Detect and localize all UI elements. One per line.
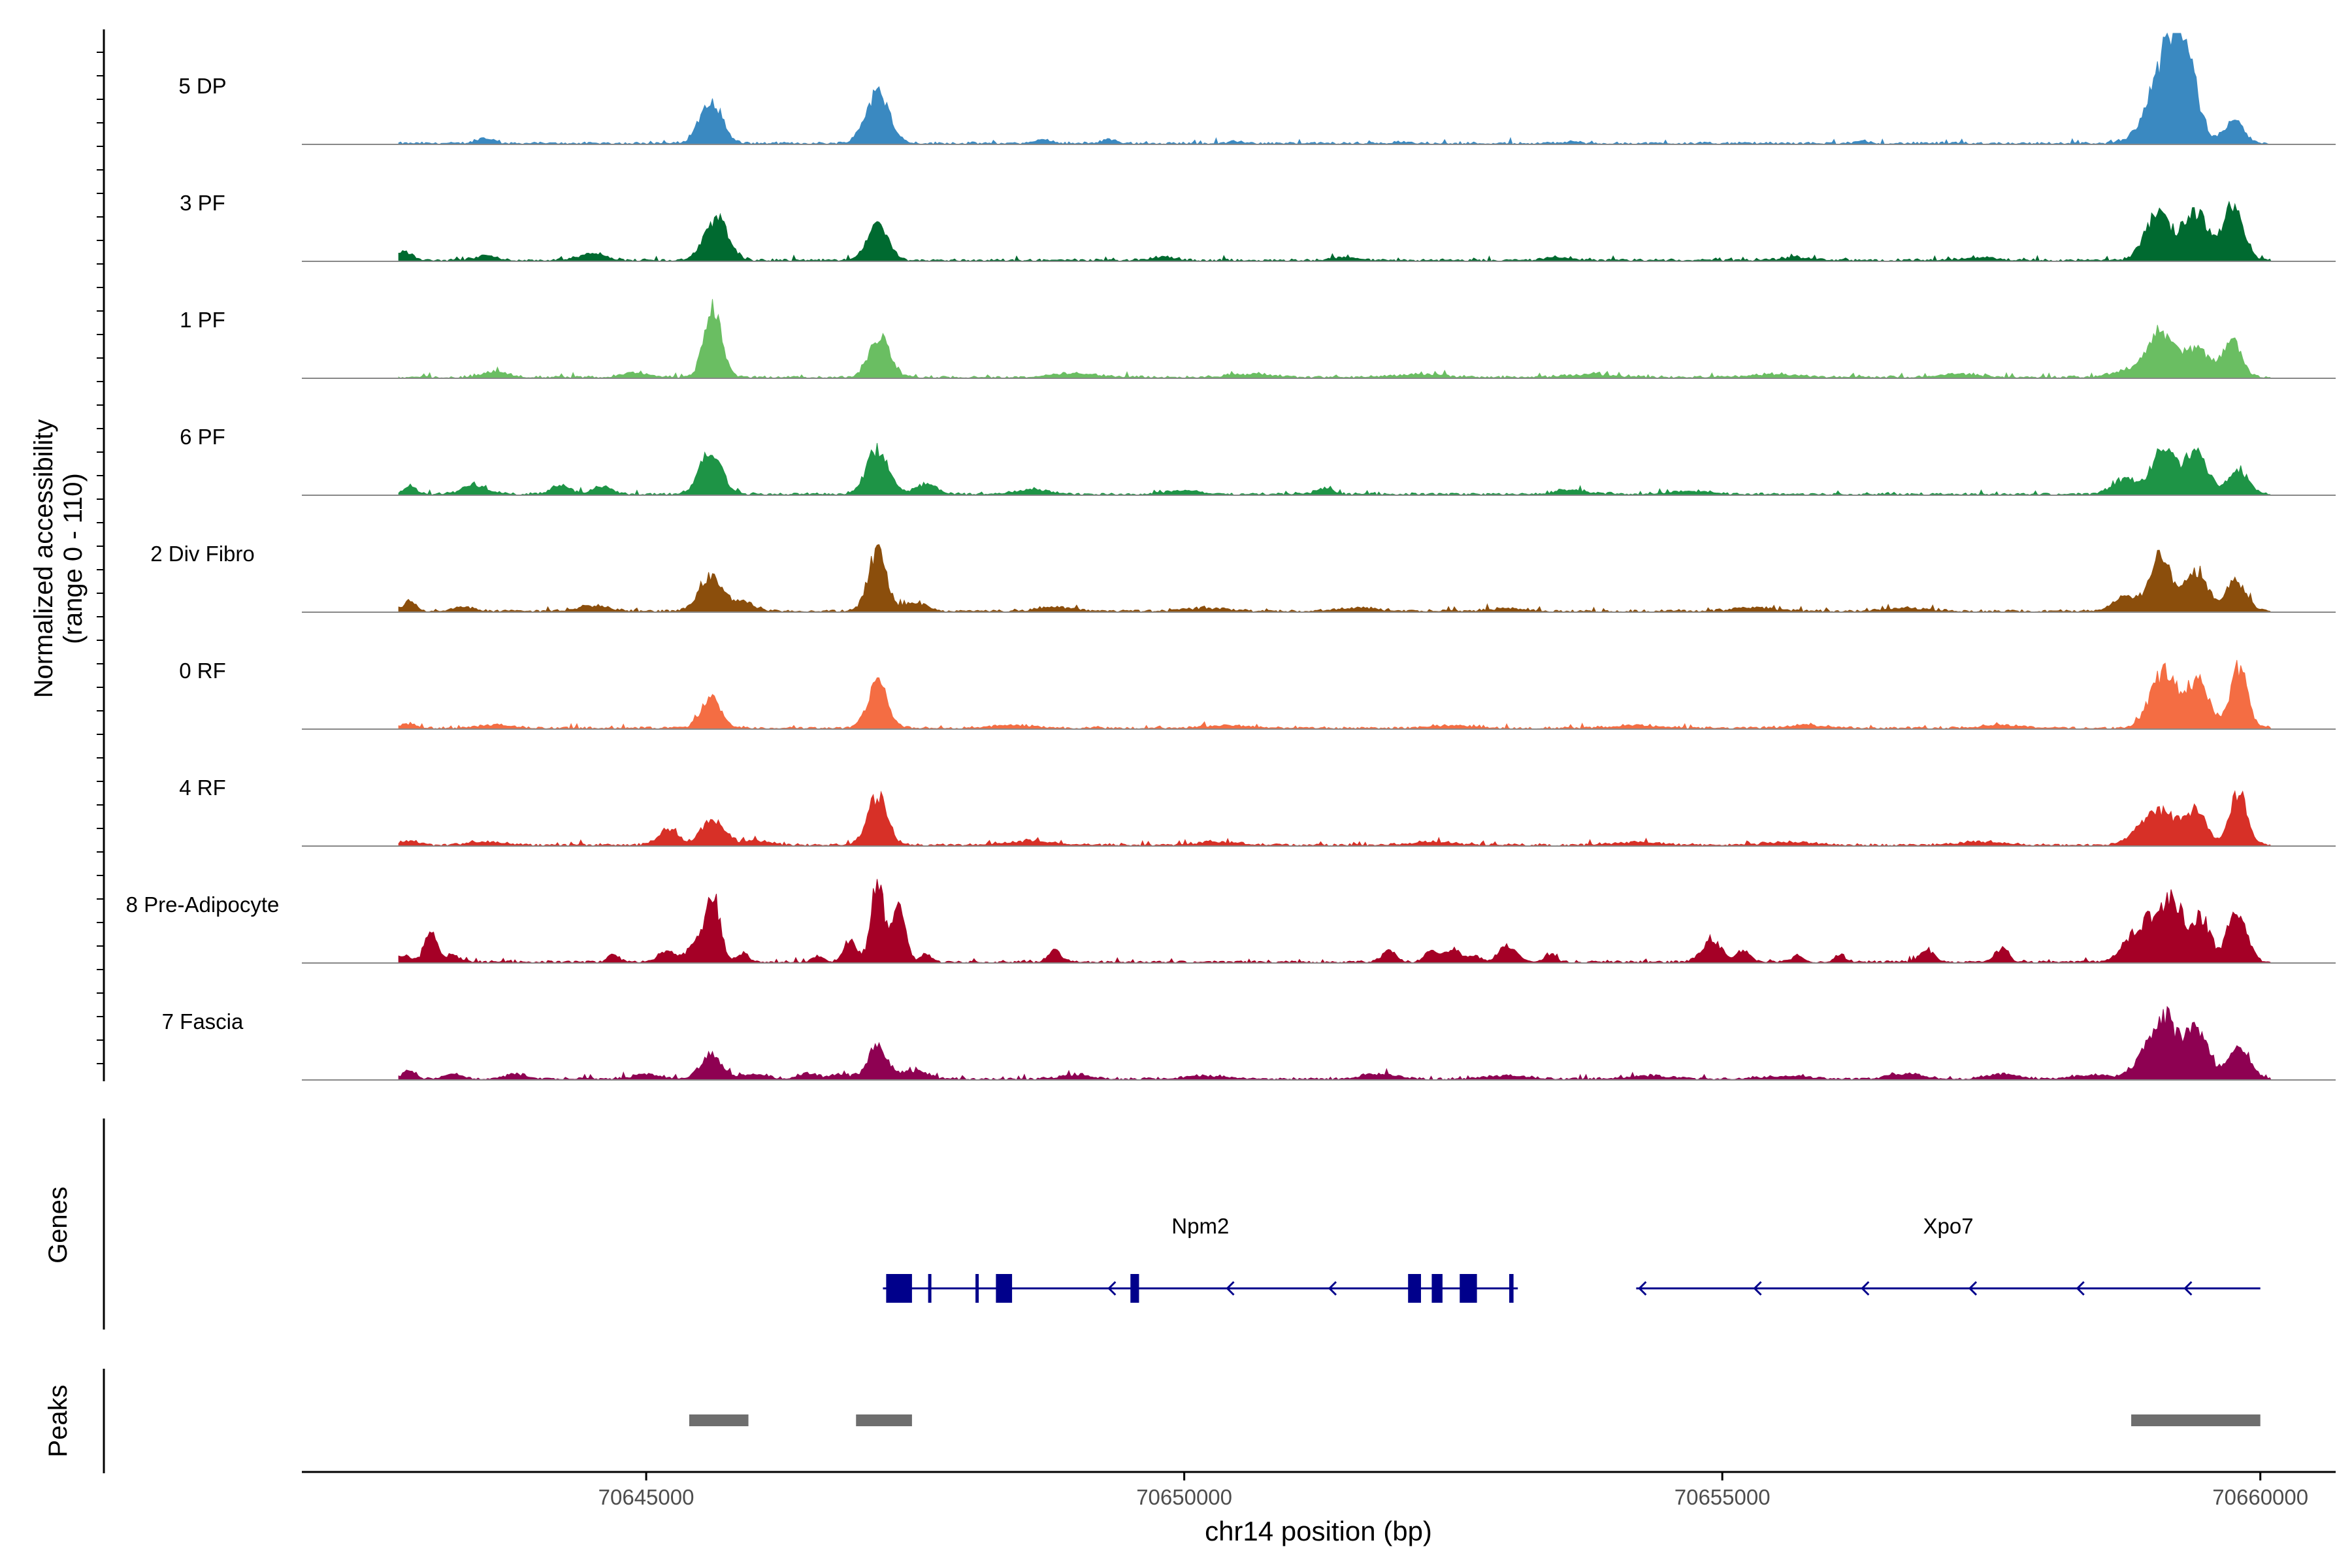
peak-region-1 [689,1414,749,1426]
gene-strand-arrow-xpo7 [1968,1281,1978,1296]
gene-strand-arrow-xpo7 [1861,1281,1870,1296]
track-label-5-dp: 5 DP [178,74,226,98]
peak-region-3 [2131,1414,2261,1426]
coverage-area-1-pf [398,299,2272,379]
track-labels-group: 5 DP 3 PF 1 PF 6 PF 2 Div Fibro 0 RF 4 RF 8 Pre… [126,74,280,1034]
gene-name-xpo7: Xpo7 [1923,1214,1974,1238]
peaks-panel-label: Peaks [44,1384,73,1457]
coverage-area-6-pf [398,443,2272,496]
gene-exon-npm2 [1130,1274,1139,1303]
gene-strand-arrow-xpo7 [2076,1281,2085,1296]
genes-group: Npm2 Xpo7 [883,1214,2261,1303]
gene-exon-npm2 [975,1274,979,1303]
gene-exon-npm2 [886,1274,912,1303]
x-axis-label: chr14 position (bp) [1205,1516,1432,1546]
x-axis-ticks: 70645000 70650000 70655000 70660000 [598,1472,2308,1509]
gene-strand-arrow-npm2 [1107,1281,1117,1296]
track-label-1-pf: 1 PF [180,308,225,332]
gene-strand-arrow-xpo7 [2183,1281,2193,1296]
x-axis-tick-label: 70660000 [2212,1485,2308,1509]
coverage-area-4-rf [398,790,2272,847]
coverage-area-3-pf [398,201,2272,262]
gene-exon-npm2 [1431,1274,1443,1303]
gene-exon-npm2 [1460,1274,1477,1303]
y-axis-label-line2: (range 0 - 110) [59,473,88,644]
coverage-y-axis-ticks [97,52,104,1064]
track-label-3-pf: 3 PF [180,191,225,215]
track-label-6-pf: 6 PF [180,425,225,449]
gene-strand-arrow-xpo7 [1638,1281,1647,1296]
track-label-8-pre-adipocyte: 8 Pre-Adipocyte [126,892,280,917]
peaks-group [689,1414,2261,1426]
y-axis-label-line1: Normalized accessibility [29,419,58,698]
x-axis-tick-label: 70645000 [598,1485,694,1509]
track-label-7-fascia: 7 Fascia [162,1009,244,1034]
track-label-2-div-fibro: 2 Div Fibro [150,542,255,566]
gene-exon-npm2 [1408,1274,1421,1303]
gene-exon-npm2 [928,1274,932,1303]
coverage-area-0-rf [398,660,2272,730]
coverage-area-8-pre-adipocyte [398,879,2272,964]
gene-strand-arrow-npm2 [1226,1281,1235,1296]
gene-name-npm2: Npm2 [1171,1214,1229,1238]
coverage-tracks-group [302,32,2336,1081]
gene-strand-arrow-xpo7 [1753,1281,1762,1296]
x-axis-tick-label: 70650000 [1136,1485,1232,1509]
coverage-area-2-div-fibro [398,544,2272,613]
genes-panel-label: Genes [44,1186,73,1264]
coverage-area-7-fascia [398,1005,2272,1081]
x-axis-tick-label: 70655000 [1674,1485,1771,1509]
gene-exon-npm2 [1509,1274,1514,1303]
track-label-4-rf: 4 RF [179,776,226,800]
track-label-0-rf: 0 RF [179,659,226,683]
coverage-area-5-dp [398,32,2272,145]
peak-region-2 [856,1414,912,1426]
gene-strand-arrow-npm2 [1328,1281,1337,1296]
gene-exon-npm2 [996,1274,1013,1303]
